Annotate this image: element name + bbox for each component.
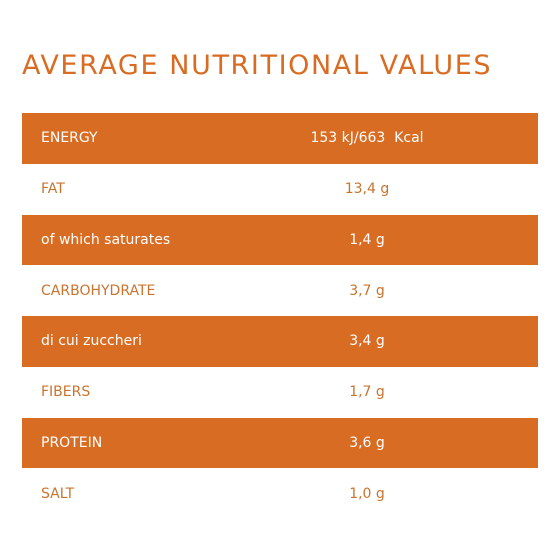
row-label: ENERGY [41, 130, 98, 147]
row-value: 13,4 g [344, 181, 390, 198]
table-row-carbohydrate: CARBOHYDRATE 3,7 g [22, 265, 538, 316]
table-row-fibers: FIBERS 1,7 g [22, 366, 538, 418]
table-row-salt: SALT 1,0 g [22, 468, 538, 519]
row-value: 1,4 g [349, 231, 385, 248]
row-value: 3,7 g [349, 282, 385, 299]
row-value: 153 kJ/663 Kcal [310, 130, 424, 147]
row-value: 3,4 g [349, 333, 385, 350]
row-label: FAT [41, 181, 65, 198]
row-value: 3,6 g [349, 434, 385, 451]
row-value: 1,0 g [349, 485, 385, 502]
table-row-fat: FAT 13,4 g [22, 163, 538, 215]
table-row-protein: PROTEIN 3,6 g [22, 417, 538, 469]
row-label: FIBERS [41, 384, 91, 401]
row-label: CARBOHYDRATE [41, 282, 156, 299]
page-title: AVERAGE NUTRITIONAL VALUES [22, 50, 493, 81]
nutrition-table: ENERGY 153 kJ/663 Kcal FAT 13,4 g of whi… [22, 113, 538, 519]
table-row-energy: ENERGY 153 kJ/663 Kcal [22, 113, 538, 164]
row-label: SALT [41, 485, 75, 502]
table-row-saturates: of which saturates 1,4 g [22, 214, 538, 266]
row-value: 1,7 g [349, 384, 385, 401]
row-label: PROTEIN [41, 434, 103, 451]
table-row-sugars: di cui zuccheri 3,4 g [22, 316, 538, 367]
row-label: of which saturates [41, 231, 171, 248]
row-label: di cui zuccheri [41, 333, 142, 350]
